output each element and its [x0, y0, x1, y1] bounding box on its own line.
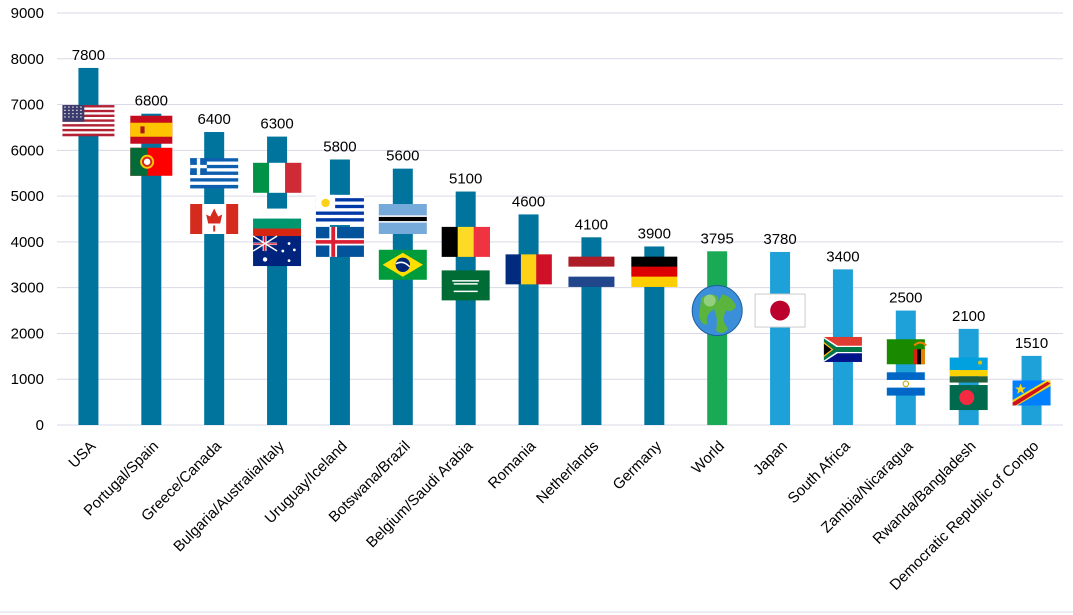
y-tick-label: 0	[36, 417, 44, 434]
value-label: 1510	[1015, 335, 1048, 352]
greece-flag	[190, 158, 239, 189]
netherlands-flag	[568, 256, 615, 287]
uruguay-flag	[315, 194, 364, 226]
y-tick-label: 9000	[11, 5, 44, 22]
value-label: 3780	[763, 231, 796, 248]
y-tick-label: 1000	[11, 371, 44, 388]
category-label: Netherlands	[533, 438, 602, 507]
south-africa-flag	[823, 336, 862, 362]
gridlines	[0, 12, 1073, 613]
value-label: 7800	[72, 47, 105, 64]
category-label: Japan	[750, 438, 791, 479]
japan-flag	[754, 293, 806, 328]
y-tick-label: 5000	[11, 188, 44, 205]
nicaragua-flag	[886, 372, 925, 396]
value-label: 5100	[449, 171, 482, 188]
bar	[644, 246, 665, 425]
value-label: 6800	[135, 93, 168, 110]
belgium-flag	[441, 226, 490, 257]
bangladesh-flag	[949, 385, 988, 411]
category-label: Romania	[485, 437, 540, 492]
australia-flag	[252, 235, 302, 267]
iceland-flag	[315, 226, 364, 257]
value-label: 2100	[952, 308, 985, 325]
value-label: 4100	[575, 216, 608, 233]
saudi-arabia-flag	[441, 270, 490, 301]
category-label: World	[688, 438, 728, 478]
usa-flag	[62, 105, 115, 137]
y-tick-label: 4000	[11, 234, 44, 251]
value-label: 3795	[701, 230, 734, 247]
zambia-flag	[886, 339, 927, 365]
value-label: 6400	[198, 111, 231, 128]
category-label: Bulgaria/Australia/Italy	[170, 437, 288, 555]
italy-flag	[253, 162, 302, 193]
bulgaria-flag	[253, 208, 302, 239]
value-labels: 7800 6800 6400 6300 5800 5600 5100 4600 4100 3900…	[72, 47, 1049, 352]
globe-icon	[691, 285, 743, 337]
spain-flag	[130, 115, 173, 144]
category-label: Rwanda/Bangladesh	[870, 438, 980, 548]
germany-flag	[631, 256, 678, 287]
romania-flag	[505, 254, 552, 285]
y-axis: 0 1000 2000 3000 4000 5000 6000 7000 8000 9000	[11, 5, 44, 434]
category-label: Germany	[610, 437, 666, 493]
bar	[895, 310, 916, 425]
x-axis: USAPortugal/SpainGreece/CanadaBulgaria/A…	[65, 437, 1042, 593]
value-label: 2500	[889, 290, 922, 307]
bar	[329, 159, 350, 425]
y-tick-label: 6000	[11, 142, 44, 159]
value-label: 4600	[512, 193, 545, 210]
value-label: 5800	[323, 138, 356, 155]
value-label: 5600	[386, 148, 419, 165]
canada-flag	[190, 204, 239, 234]
botswana-flag	[378, 204, 427, 234]
value-label: 3900	[638, 225, 671, 242]
bar	[78, 67, 99, 425]
bar	[141, 113, 162, 425]
category-label: USA	[65, 438, 99, 472]
bar	[455, 191, 476, 425]
y-tick-label: 7000	[11, 97, 44, 114]
bar	[707, 251, 728, 425]
category-label: South Africa	[785, 437, 855, 507]
flag-icons	[62, 105, 1051, 411]
portugal-flag	[130, 147, 173, 176]
value-label: 3400	[826, 248, 859, 265]
rwanda-flag	[949, 357, 988, 383]
y-tick-label: 3000	[11, 280, 44, 297]
y-tick-label: 2000	[11, 325, 44, 342]
bar	[518, 214, 539, 425]
brazil-flag	[378, 249, 427, 280]
category-label: Belgium/Saudi Arabia	[363, 437, 477, 551]
value-label: 6300	[260, 116, 293, 133]
dr-congo-flag	[1012, 380, 1051, 406]
bar	[770, 251, 791, 425]
y-tick-label: 8000	[11, 51, 44, 68]
